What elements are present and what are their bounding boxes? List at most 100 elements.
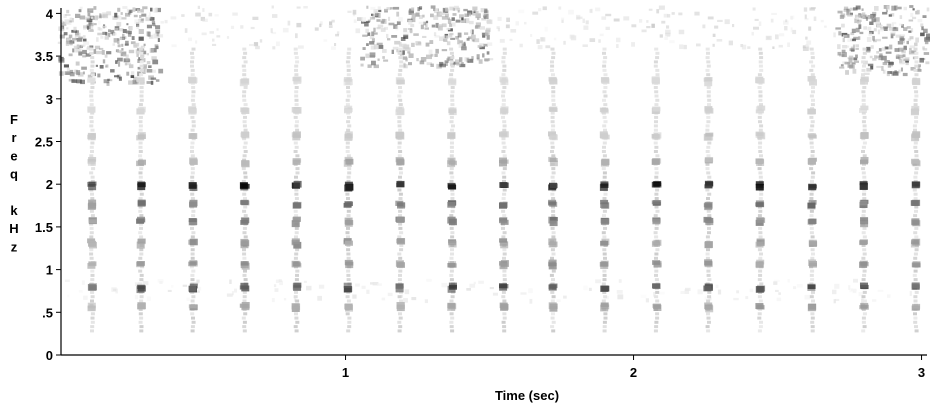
pulse-streak [191, 90, 196, 94]
pulse-streak [757, 86, 762, 89]
pulse-streak [345, 103, 350, 107]
y-axis-title-letter: e [10, 148, 17, 163]
noise-speck [99, 13, 102, 18]
harmonic-mark [292, 76, 301, 82]
pulse-streak [913, 197, 918, 200]
pulse-streak [90, 312, 95, 316]
pulse-streak [190, 179, 195, 183]
noise-speck [57, 41, 62, 44]
harmonic-mark [88, 219, 97, 224]
pulse-streak [914, 154, 919, 158]
pulse-streak [90, 73, 95, 77]
pulse-streak [190, 192, 195, 196]
pulse-streak [914, 290, 919, 294]
noise-speck [894, 48, 900, 52]
noise-speck [366, 289, 370, 294]
noise-speck [118, 15, 122, 21]
noise-speck [402, 56, 408, 60]
noise-speck [318, 284, 325, 289]
noise-speck [808, 26, 812, 31]
noise-speck [542, 6, 547, 11]
noise-speck [197, 5, 200, 9]
noise-speck [100, 36, 104, 39]
pulse-streak [914, 325, 918, 329]
y-tick-label: .5 [42, 305, 53, 320]
noise-speck [69, 41, 73, 46]
pulse-streak [653, 150, 658, 153]
pulse-streak [549, 273, 554, 277]
noise-speck [497, 16, 502, 21]
pulse-streak [397, 329, 402, 333]
pulse-column [447, 47, 457, 333]
noise-speck [157, 279, 164, 283]
noise-speck [839, 15, 845, 19]
noise-speck [63, 14, 67, 19]
noise-speck [381, 18, 386, 23]
pulse-streak [914, 248, 919, 252]
pulse-streak [90, 86, 95, 89]
noise-speck [855, 44, 859, 47]
noise-speck [479, 43, 485, 48]
harmonic-mark [500, 108, 509, 115]
harmonic-mark [396, 159, 405, 165]
pulse-streak [654, 226, 659, 230]
pulse-streak [707, 141, 712, 145]
noise-speck [917, 64, 921, 67]
pulse-streak [241, 64, 246, 68]
pulse-streak [759, 68, 764, 72]
noise-speck [430, 5, 436, 9]
noise-speck [483, 14, 489, 19]
pulse-streak [655, 299, 660, 303]
noise-speck [473, 10, 476, 13]
harmonic-mark [396, 216, 405, 223]
harmonic-mark [756, 286, 765, 293]
noise-speck [741, 44, 747, 50]
pulse-streak [294, 56, 299, 60]
noise-speck [481, 32, 488, 36]
noise-speck [106, 11, 112, 16]
noise-speck [678, 12, 683, 16]
pulse-streak [345, 295, 350, 299]
pulse-streak [502, 269, 507, 273]
pulse-streak [90, 179, 95, 183]
harmonic-mark [189, 238, 198, 246]
pulse-streak [502, 145, 507, 149]
noise-speck [870, 45, 874, 49]
pulse-streak [91, 167, 96, 171]
noise-speck [909, 47, 912, 51]
pulse-streak [397, 235, 402, 239]
noise-speck [362, 34, 368, 37]
noise-speck [582, 44, 588, 47]
pulse-streak [293, 47, 298, 51]
pulse-streak [655, 312, 660, 316]
noise-speck [855, 5, 861, 10]
pulse-streak [913, 192, 918, 196]
noise-speck [293, 296, 297, 302]
pulse-streak [293, 51, 298, 55]
pulse-streak [914, 150, 919, 153]
pulse-streak [190, 256, 195, 260]
noise-speck [497, 28, 500, 32]
pulse-streak [705, 56, 710, 60]
harmonic-mark [755, 241, 764, 248]
noise-speck [430, 13, 434, 18]
noise-speck [373, 9, 378, 14]
noise-speck [143, 43, 146, 46]
pulse-streak [346, 214, 351, 218]
noise-speck [898, 47, 904, 52]
noise-speck [393, 6, 400, 10]
pulse-streak [601, 231, 606, 235]
pulse-streak [602, 235, 607, 239]
x-tick-label: 1 [342, 365, 349, 380]
noise-speck [63, 32, 68, 36]
pulse-streak [913, 141, 918, 145]
pulse-streak [398, 192, 403, 196]
noise-speck [866, 67, 872, 72]
harmonic-mark [548, 216, 557, 224]
noise-speck [78, 36, 83, 40]
pulse-streak [810, 278, 815, 282]
pulse-streak [346, 235, 350, 239]
noise-speck [125, 56, 129, 62]
noise-speck [909, 36, 914, 40]
noise-speck [411, 42, 415, 47]
